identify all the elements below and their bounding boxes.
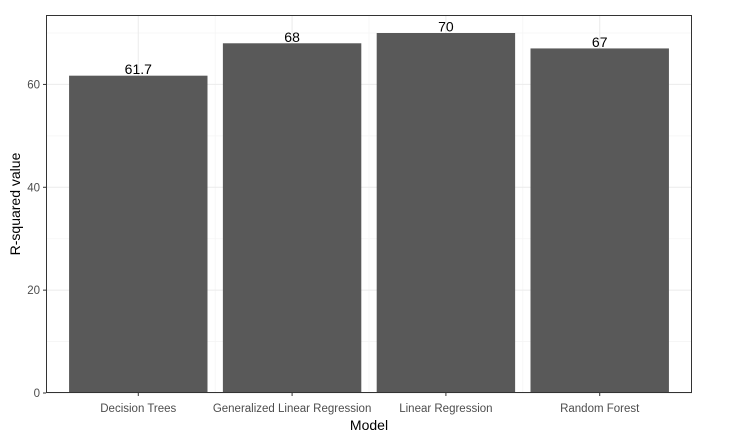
- panel-border: [46, 15, 692, 393]
- bar-value-label: 70: [438, 19, 454, 35]
- y-tick-label: 60: [27, 79, 40, 91]
- bar: [376, 33, 516, 393]
- x-tick-label: Decision Trees: [100, 403, 176, 415]
- bar-value-label: 61.7: [125, 61, 152, 77]
- data-labels: 61.7 68 70 67: [125, 19, 608, 78]
- x-tick-label: Random Forest: [560, 403, 640, 415]
- bar: [69, 75, 208, 393]
- x-tick-label: Linear Regression: [399, 403, 492, 415]
- bar-value-label: 68: [284, 29, 300, 45]
- bar: [530, 48, 669, 394]
- axes: 0 20 40 60 Decision Trees Generalized Linear …: [27, 79, 640, 415]
- y-axis-title: R-squared value: [7, 152, 23, 255]
- x-axis-title: Model: [350, 417, 388, 433]
- y-tick-label: 0: [34, 388, 40, 400]
- x-tick-label: Generalized Linear Regression: [213, 403, 372, 415]
- y-tick-label: 20: [27, 285, 40, 297]
- bar: [222, 43, 362, 394]
- y-tick-label: 40: [27, 182, 40, 194]
- bars: [69, 33, 669, 394]
- bar-value-label: 67: [592, 34, 608, 50]
